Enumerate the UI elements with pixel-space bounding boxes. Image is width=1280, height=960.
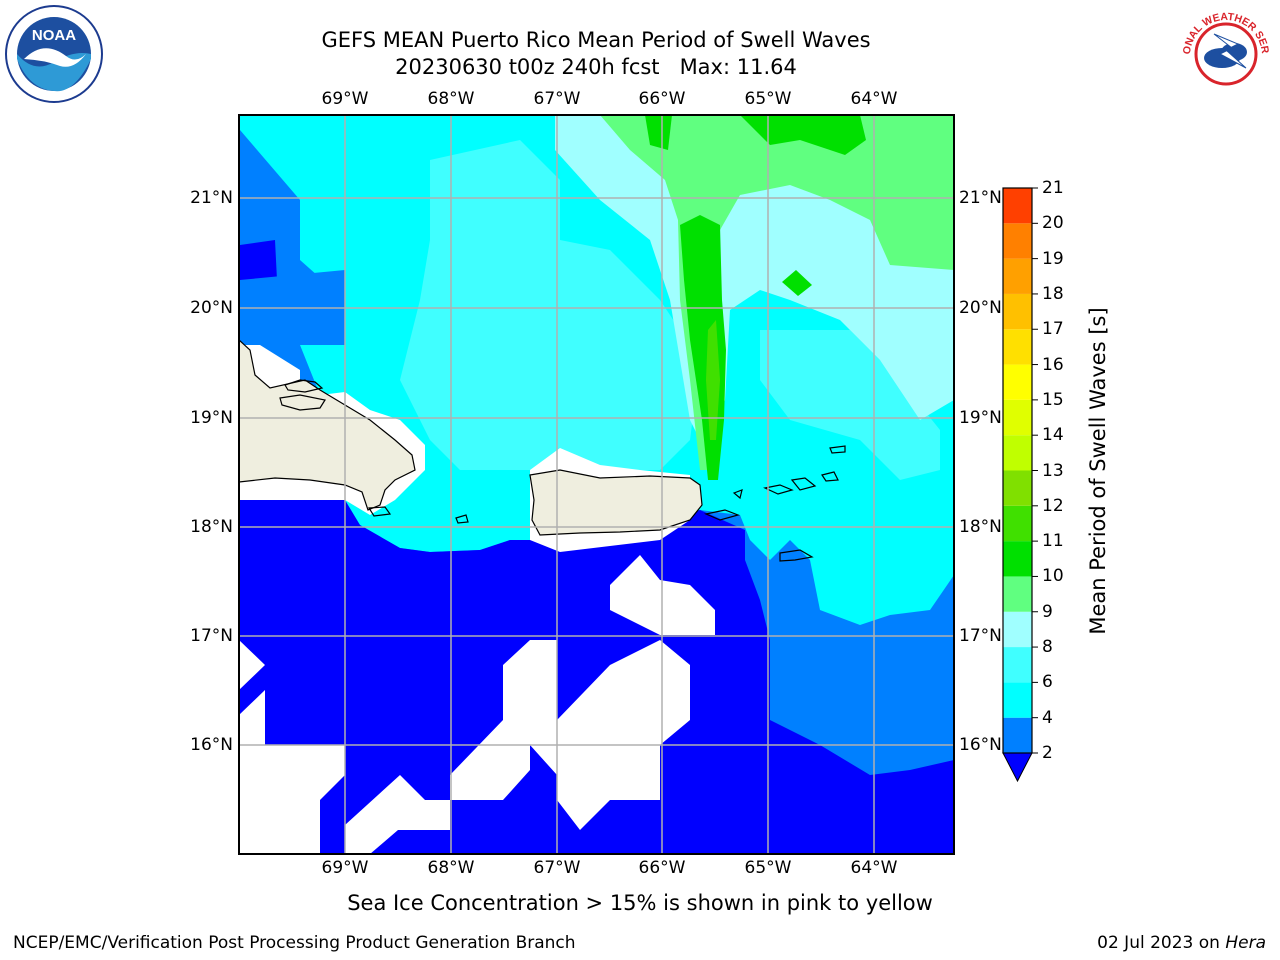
colorbar-ticks <box>1032 187 1038 754</box>
noaa-logo: NOAA <box>4 4 104 104</box>
period-band-10-11 <box>645 115 672 150</box>
colorbar-under-triangle <box>1002 752 1033 783</box>
colorbar-tick-label: 16 <box>1042 354 1064 375</box>
colorbar-block <box>1003 293 1032 330</box>
lon-label-top: 64°W <box>850 89 898 109</box>
colorbar-tick-label: 4 <box>1042 707 1053 728</box>
map-title: GEFS MEAN Puerto Rico Mean Period of Swe… <box>321 28 871 52</box>
map-frame <box>238 114 955 855</box>
colorbar <box>1003 188 1032 753</box>
lon-label-bottom: 66°W <box>638 858 686 878</box>
colorbar-tick-label: 11 <box>1042 531 1064 552</box>
lat-label-right: 19°N <box>959 408 1002 428</box>
nws-logo: NATIONAL WEATHER SERVICE <box>1172 0 1276 104</box>
colorbar-tick-label: 19 <box>1042 248 1064 269</box>
lon-label-bottom: 65°W <box>744 858 792 878</box>
colorbar-tick-label: 21 <box>1042 178 1064 198</box>
period-band-10-11 <box>740 115 866 155</box>
colorbar-tick-label: 6 <box>1042 672 1053 693</box>
colorbar-tick-label: 8 <box>1042 637 1053 658</box>
lat-label-left: 18°N <box>190 517 233 537</box>
colorbar-block <box>1003 717 1032 753</box>
colorbar-block <box>1003 470 1032 506</box>
generation-date-text: 02 Jul 2023 on <box>1097 933 1226 953</box>
colorbar-block <box>1003 223 1032 259</box>
lon-label-bottom: 68°W <box>427 858 475 878</box>
colorbar-block <box>1003 541 1032 577</box>
colorbar-tick-label: 9 <box>1042 601 1053 622</box>
colorbar-tick-label: 20 <box>1042 213 1064 234</box>
colorbar-tick-label: 17 <box>1042 319 1064 340</box>
lon-label-bottom: 67°W <box>533 858 581 878</box>
colorbar-tick-label: 10 <box>1042 566 1064 587</box>
lon-label-top: 65°W <box>744 89 792 109</box>
colorbar-block <box>1003 188 1032 224</box>
colorbar-block <box>1003 611 1032 648</box>
swell-period-field <box>239 115 954 854</box>
lat-label-right: 17°N <box>959 626 1002 646</box>
colorbar-tick-label: 14 <box>1042 425 1064 446</box>
producer-credit: NCEP/EMC/Verification Post Processing Pr… <box>13 933 576 953</box>
period-band-9-10 <box>600 115 954 470</box>
colorbar-block <box>1003 258 1032 294</box>
colorbar-block <box>1003 329 1032 365</box>
lat-label-left: 16°N <box>190 735 233 755</box>
hispaniola-land <box>239 339 416 511</box>
lon-label-top: 69°W <box>321 89 369 109</box>
colorbar-block <box>1003 505 1032 542</box>
lon-label-top: 68°W <box>427 89 475 109</box>
lat-label-left: 20°N <box>190 298 233 318</box>
colorbar-tick-label: 2 <box>1042 743 1053 763</box>
lat-label-right: 20°N <box>959 298 1002 318</box>
period-band-below-2 <box>239 500 954 854</box>
period-band-6-8 <box>400 140 700 470</box>
colorbar-tick-label: 13 <box>1042 460 1064 481</box>
colorbar-title: Mean Period of Swell Waves [s] <box>1086 307 1110 635</box>
lat-label-left: 19°N <box>190 408 233 428</box>
small-islands <box>279 379 846 562</box>
lat-label-right: 16°N <box>959 735 1002 755</box>
colorbar-tick-label: 12 <box>1042 495 1064 516</box>
period-band-11-12 <box>706 320 720 440</box>
colorbar-block <box>1003 364 1032 400</box>
lat-label-left: 17°N <box>190 626 233 646</box>
sea-ice-note: Sea Ice Concentration > 15% is shown in … <box>347 891 933 915</box>
generation-host: Hera <box>1225 933 1266 953</box>
period-band-10-11 <box>782 270 812 296</box>
colorbar-block <box>1003 435 1032 471</box>
map-gridlines <box>239 115 954 854</box>
colorbar-tick-label: 18 <box>1042 283 1064 304</box>
colorbar-block <box>1003 576 1032 612</box>
generation-date: 02 Jul 2023 on Hera <box>1097 933 1266 953</box>
colorbar-tick-label: 15 <box>1042 389 1064 410</box>
map-subtitle: 20230630 t00z 240h fcst Max: 11.64 <box>395 55 797 79</box>
colorbar-block <box>1003 399 1032 436</box>
lon-label-top: 67°W <box>533 89 581 109</box>
lon-label-bottom: 69°W <box>321 858 369 878</box>
period-band-6-8 <box>760 330 940 480</box>
colorbar-block <box>1003 682 1032 718</box>
lat-label-right: 21°N <box>959 188 1002 208</box>
puerto-rico-land <box>529 469 703 536</box>
colorbar-block <box>1003 647 1032 683</box>
noaa-logo-text: NOAA <box>32 27 76 44</box>
lon-label-bottom: 64°W <box>850 858 898 878</box>
lat-label-right: 18°N <box>959 517 1002 537</box>
lon-label-top: 66°W <box>638 89 686 109</box>
land-masses <box>239 339 703 536</box>
lat-label-left: 21°N <box>190 188 233 208</box>
